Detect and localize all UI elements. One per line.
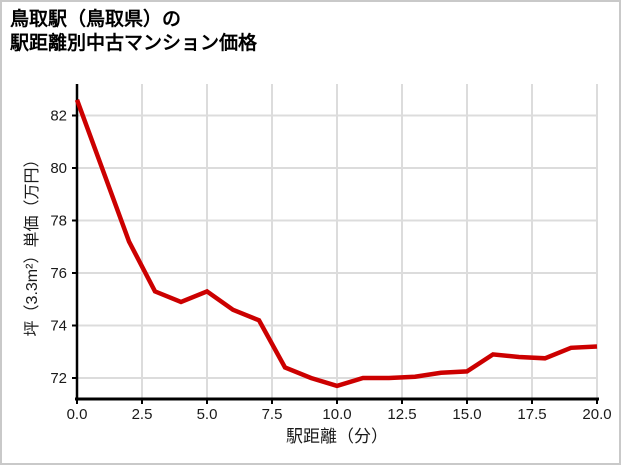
chart-title: 鳥取駅（鳥取県）の 駅距離別中古マンション価格	[10, 8, 257, 56]
x-tick-label: 0.0	[67, 406, 88, 423]
x-tick-label: 2.5	[132, 406, 153, 423]
chart-title-line2: 駅距離別中古マンション価格	[10, 33, 258, 54]
x-tick-label: 20.0	[582, 406, 611, 423]
x-tick-label: 5.0	[197, 406, 218, 423]
x-tick-label: 10.0	[322, 406, 351, 423]
y-tick-label: 80	[50, 160, 67, 177]
y-tick-label: 82	[50, 108, 67, 125]
price-line	[74, 99, 598, 389]
y-axis-title: 坪（3.3m²）単価（万円）	[24, 151, 41, 337]
x-axis-title: 駅距離（分）	[286, 427, 388, 446]
chart-title-line1: 鳥取駅（鳥取県）の	[10, 9, 182, 30]
y-tick-label: 72	[50, 370, 67, 387]
x-tick-label: 7.5	[262, 406, 283, 423]
y-tick-label: 78	[50, 213, 67, 230]
x-tick-label: 12.5	[387, 406, 416, 423]
x-tick-label: 17.5	[517, 406, 546, 423]
y-tick-label: 74	[50, 318, 67, 335]
y-tick-label: 76	[50, 265, 67, 282]
x-tick-label: 15.0	[452, 406, 481, 423]
